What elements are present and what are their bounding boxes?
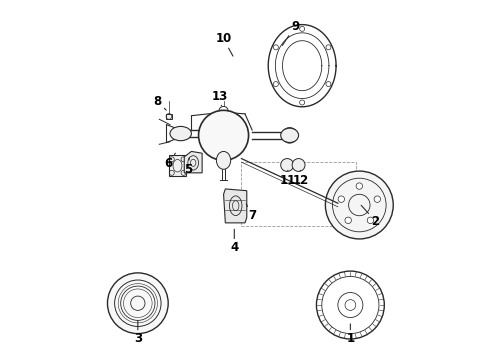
Polygon shape [167, 114, 172, 118]
Text: 3: 3 [134, 320, 142, 346]
Text: 10: 10 [216, 32, 233, 56]
Circle shape [367, 217, 374, 224]
Text: 11: 11 [280, 170, 296, 186]
Ellipse shape [170, 126, 192, 141]
Text: 4: 4 [230, 229, 239, 255]
Ellipse shape [217, 152, 231, 169]
Text: 9: 9 [282, 20, 299, 45]
Circle shape [325, 171, 393, 239]
Circle shape [356, 183, 363, 189]
Circle shape [107, 273, 168, 334]
Circle shape [338, 196, 344, 202]
Circle shape [345, 217, 351, 224]
Text: 13: 13 [212, 90, 228, 106]
Polygon shape [184, 152, 202, 173]
Circle shape [292, 158, 305, 171]
Text: 5: 5 [184, 158, 192, 176]
Text: 6: 6 [164, 153, 175, 170]
Text: 7: 7 [246, 204, 256, 222]
Ellipse shape [281, 128, 298, 143]
Polygon shape [169, 155, 186, 176]
Text: 8: 8 [153, 95, 166, 110]
Polygon shape [223, 189, 247, 223]
Circle shape [281, 158, 294, 171]
Circle shape [374, 196, 381, 202]
Text: 2: 2 [361, 205, 379, 228]
Bar [242, 162, 356, 226]
Circle shape [198, 111, 248, 160]
Text: 12: 12 [292, 170, 309, 186]
Text: 1: 1 [346, 324, 354, 346]
